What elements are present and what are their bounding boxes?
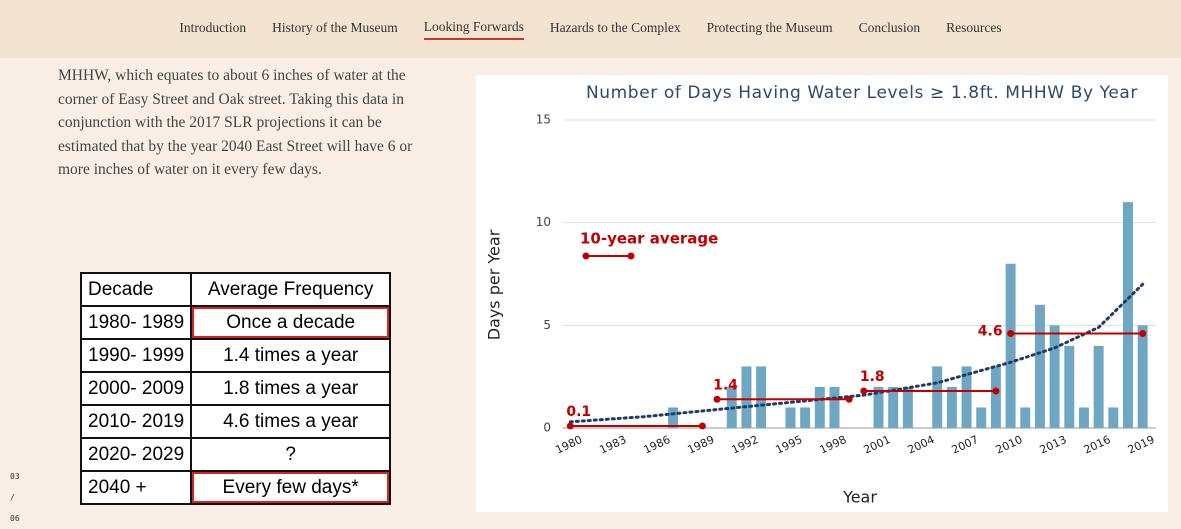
table-row: 2040 + Every few days* [79,470,392,505]
bar [946,386,957,428]
bar [902,386,913,428]
chart-panel [476,75,1168,512]
table-cell: 2040 + [79,470,193,505]
x-axis-label: Year [842,488,877,507]
bar [1034,304,1045,428]
average-end [860,387,868,395]
bar [1122,202,1133,428]
bar [756,366,767,428]
trend-line [568,282,1145,424]
legend-swatch-end [582,252,590,260]
table-cell: Every few days* [190,470,392,505]
bar [888,386,899,428]
bar [976,407,987,428]
table-cell: 2020- 2029 [79,437,193,472]
average-label: 1.4 [713,377,738,393]
bar [829,386,840,428]
average-label: 4.6 [978,324,1003,340]
bar [785,407,796,428]
table-cell: 1.8 times a year [190,371,392,406]
y-tick-label: 10 [536,215,551,229]
header-cell: Decade [79,272,193,307]
table-cell: 1990- 1999 [79,338,193,373]
average-label: 1.8 [860,369,885,385]
average-label: 0.1 [566,404,591,420]
bar [1093,345,1104,428]
pager-total: 06 [10,514,20,523]
table-row: 1990- 1999 1.4 times a year [79,338,392,373]
table-cell: 2010- 2019 [79,404,193,439]
legend-swatch-end [627,252,635,260]
bar [668,407,679,428]
nav-link[interactable]: Resources [946,19,1002,35]
bar [932,366,943,428]
average-end [992,387,1000,395]
nav-bar: Introduction History of the Museum Looking… [0,0,1181,58]
table-cell: 2000- 2009 [79,371,193,406]
bar [961,366,972,428]
table-row: 1980- 1989 Once a decade [79,305,392,340]
average-end [566,422,574,430]
pager-current: 03 [10,472,20,481]
y-tick-label: 15 [536,113,551,127]
table-header-row: Decade Average Frequency [79,272,392,307]
table-row: 2010- 2019 4.6 times a year [79,404,392,439]
y-axis-label: Days per Year [485,229,504,340]
y-tick-label: 0 [543,421,551,435]
bar [1078,407,1089,428]
bar [800,407,811,428]
chart-title: Number of Days Having Water Levels ≥ 1.8… [586,83,1138,103]
bar [814,386,825,428]
nav-link[interactable]: History of the Museum [272,19,398,35]
table-cell: 4.6 times a year [190,404,392,439]
table-cell: 1.4 times a year [190,338,392,373]
nav-link[interactable]: Introduction [179,19,247,35]
table-cell: Once a decade [190,305,392,340]
average-end [1139,330,1147,338]
bar [1049,325,1060,428]
average-end [845,395,853,403]
bar [1137,325,1148,428]
nav-link[interactable]: Conclusion [858,19,921,35]
bar [1108,407,1119,428]
bar [1064,345,1075,428]
nav-link[interactable]: Protecting the Museum [706,19,833,35]
bar [1020,407,1031,428]
table-cell: 1980- 1989 [79,305,193,340]
y-tick-label: 5 [543,318,551,332]
average-end [1007,330,1015,338]
pager: 03 / 06 [10,466,20,529]
pager-separator: / [10,493,15,502]
article-paragraph: MHHW, which equates to about 6 inches of… [58,67,413,178]
table-cell: ? [190,437,392,472]
bar [1005,263,1016,428]
frequency-table: Decade Average Frequency 1980- 1989 Once a … [79,272,392,505]
bar [873,386,884,428]
table-row: 2020- 2029? [79,437,392,472]
legend-label: 10-year average [580,230,718,248]
table-row: 2000- 2009 1.8 times a year [79,371,392,406]
header-cell: Average Frequency [190,272,392,307]
chart: Number of Days Having Water Levels ≥ 1.8… [476,75,1168,512]
nav-link[interactable]: Looking Forwards [423,19,524,40]
nav-link[interactable]: Hazards to the Complex [549,19,681,35]
average-end [698,422,706,430]
bar [741,366,752,428]
bar [990,366,1001,428]
average-end [713,395,721,403]
